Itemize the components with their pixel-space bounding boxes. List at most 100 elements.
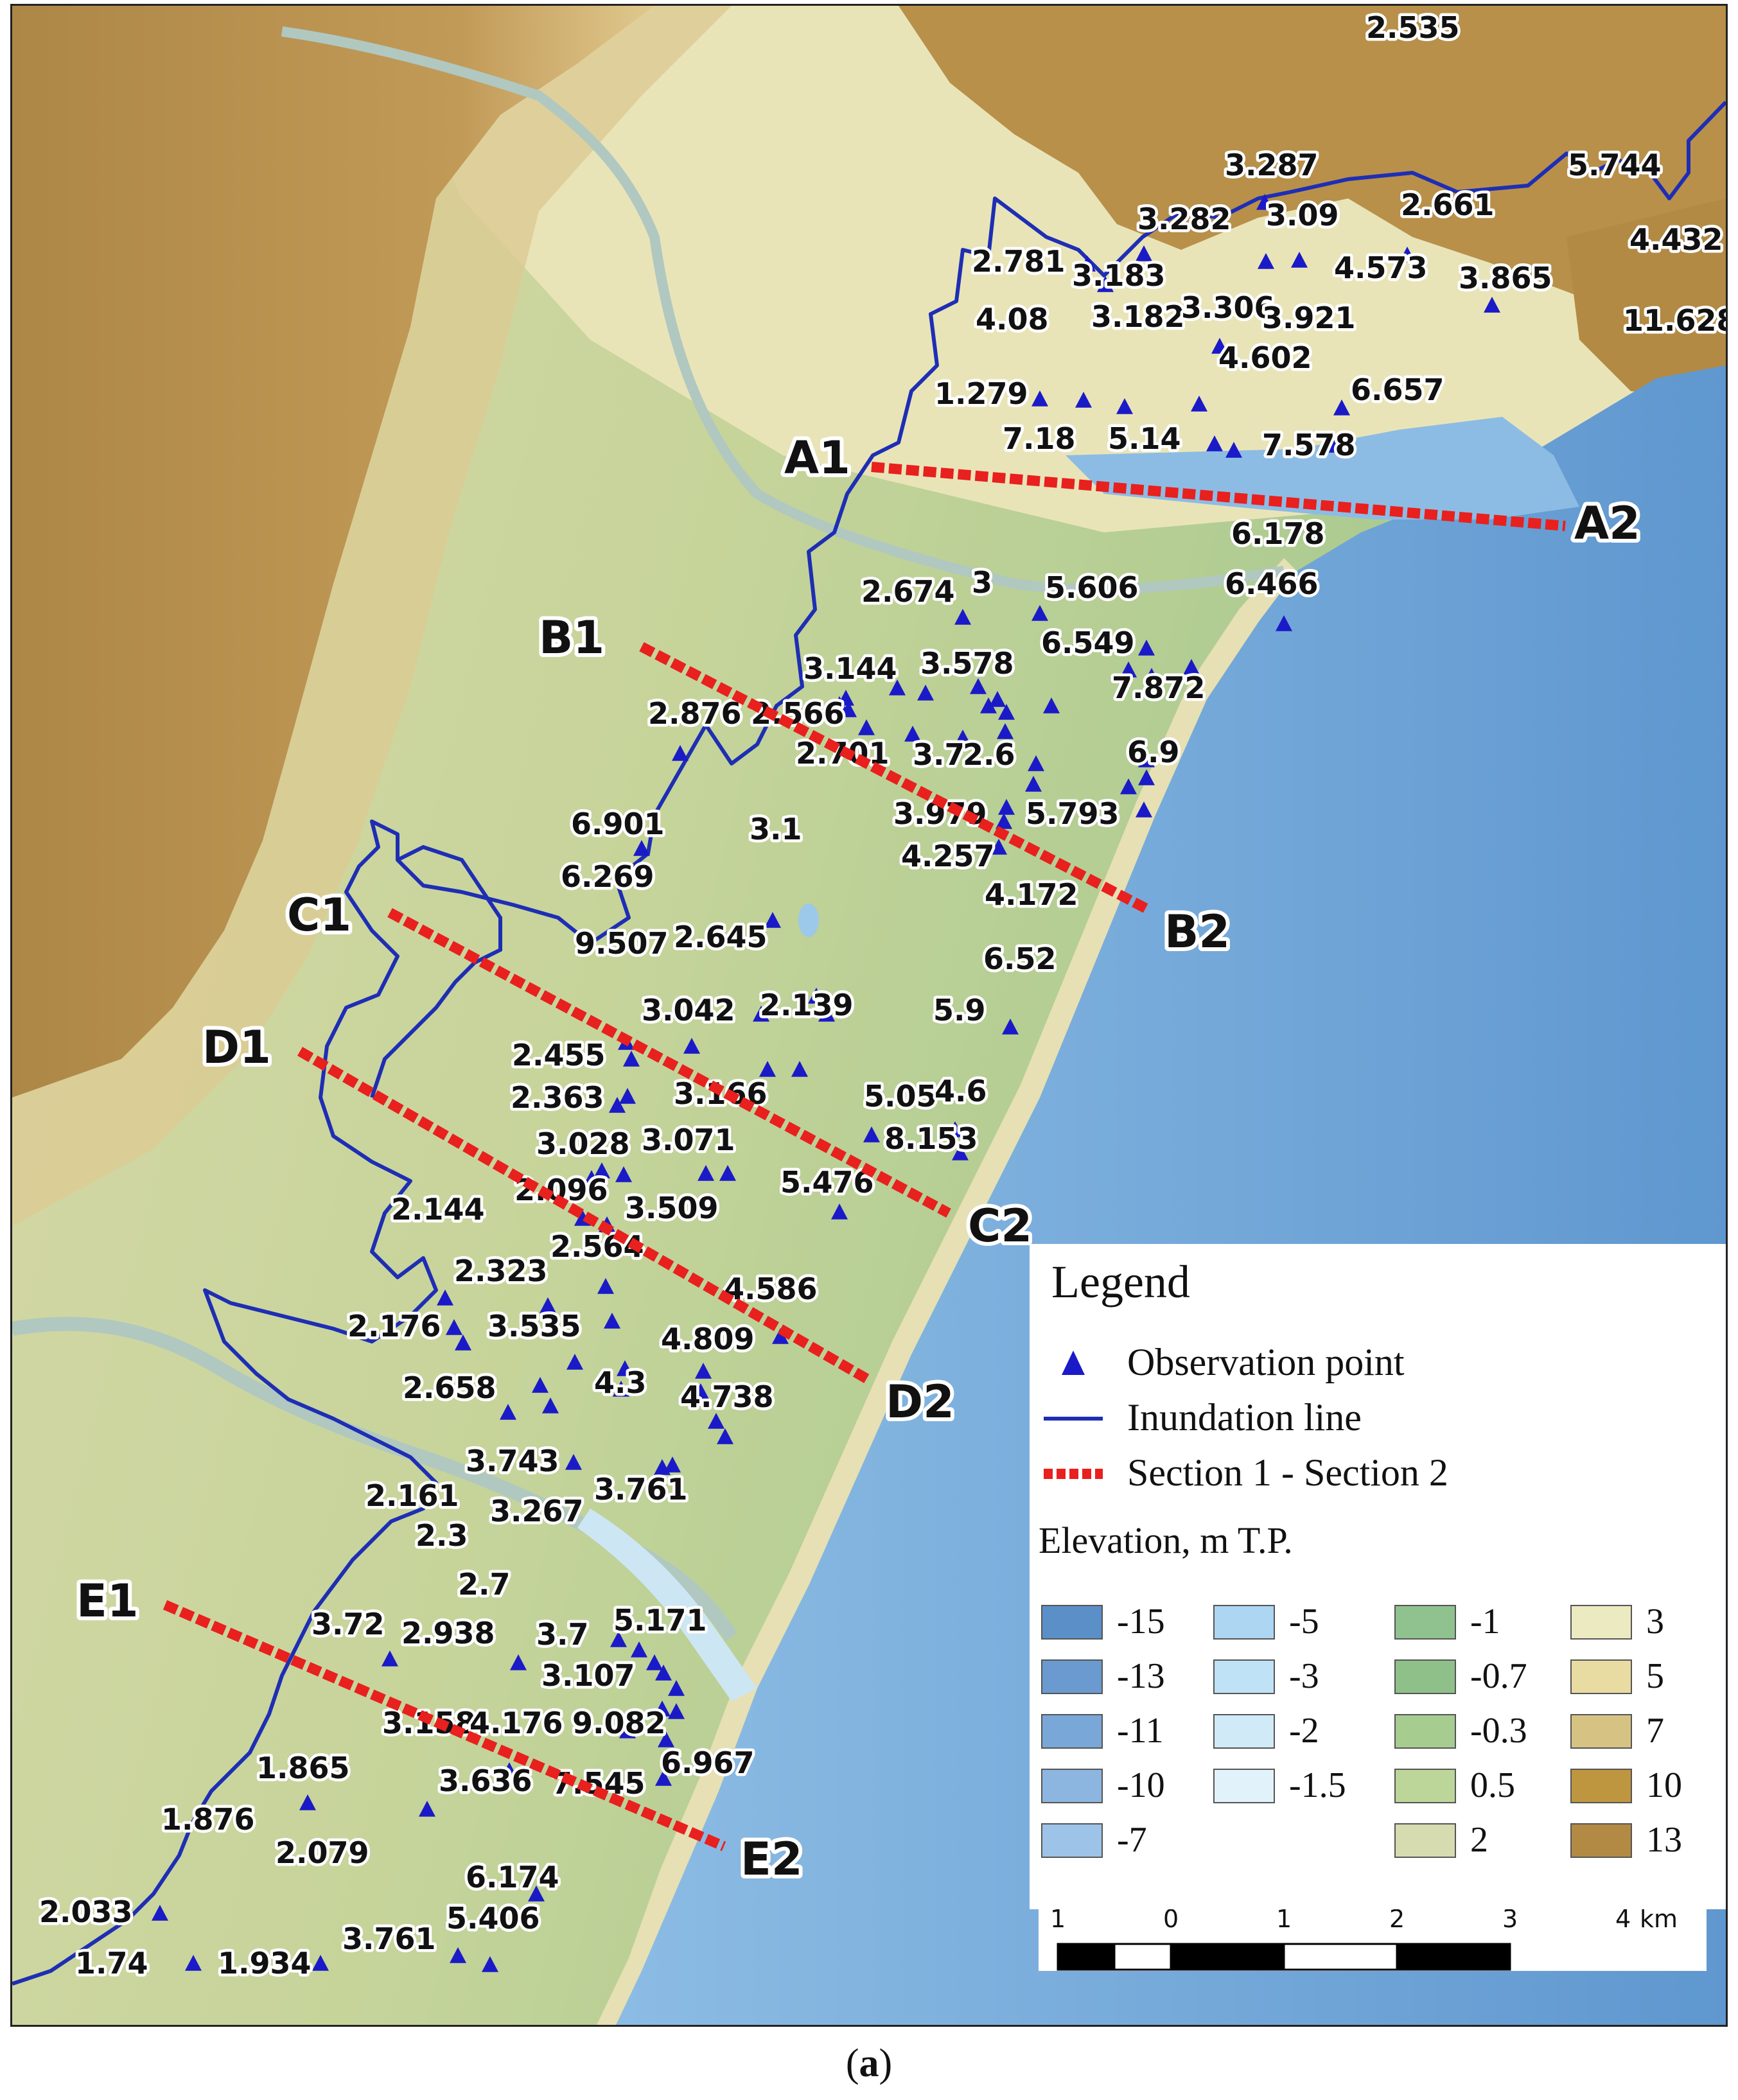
observation-point: [1291, 252, 1308, 268]
observation-point: [791, 1061, 808, 1077]
observation-value: 2.658: [403, 1370, 496, 1405]
observation-point: [610, 1631, 627, 1647]
observation-point: [980, 697, 997, 713]
observation-point: [664, 1457, 681, 1473]
observation-point: [1333, 399, 1350, 416]
legend-item-observation-point: Observation point: [1030, 1338, 1726, 1389]
section-end-label: C2: [968, 1200, 1032, 1252]
elevation-label: 0.5: [1470, 1765, 1515, 1805]
observation-value: 4.573: [1334, 250, 1428, 285]
observation-point: [858, 719, 875, 735]
observation-value: 8.153: [884, 1121, 978, 1156]
observation-point: [998, 704, 1015, 720]
observation-value: 9.082: [572, 1706, 666, 1740]
observation-point: [1079, 256, 1096, 272]
elevation-swatch: [1570, 1714, 1632, 1749]
elevation-label: -0.7: [1470, 1656, 1527, 1696]
observation-value: 7.872: [1112, 670, 1206, 705]
observation-value: 2.661: [1401, 188, 1495, 222]
elevation-label: -2: [1289, 1711, 1319, 1751]
observation-value: 3.7: [913, 737, 965, 772]
elevation-swatch: [1041, 1769, 1103, 1803]
elevation-label: -3: [1289, 1656, 1319, 1696]
elevation-swatch: [1394, 1823, 1456, 1858]
observation-point: [1031, 605, 1048, 621]
section-start-label: E1: [76, 1575, 139, 1627]
scale-tick-label: 0: [1163, 1905, 1179, 1933]
section-line: [871, 462, 1566, 531]
observation-value: 4.172: [985, 877, 1078, 912]
observation-point: [1324, 437, 1341, 453]
section-line: [162, 1600, 726, 1851]
observation-value: 3.865: [1459, 261, 1552, 295]
observation-value: 6.967: [661, 1746, 755, 1780]
scale-segment: [1283, 1943, 1398, 1971]
observation-point: [1191, 396, 1207, 412]
observation-point: [542, 1397, 559, 1413]
observation-value: 3.7: [536, 1617, 589, 1652]
northeast-hills-east: [1567, 198, 1726, 404]
observation-value: 7.578: [1262, 428, 1356, 462]
observation-value: 3.761: [594, 1472, 688, 1507]
observation-value: 2.535: [1366, 10, 1460, 45]
observation-value: 2.079: [276, 1835, 369, 1870]
elevation-swatch: [1041, 1659, 1103, 1694]
observation-value: 2.674: [861, 574, 955, 609]
elevation-label: -7: [1117, 1820, 1147, 1860]
scale-tick-label: 1: [1050, 1905, 1066, 1933]
scale-segment: [1057, 1943, 1116, 1971]
observation-point: [719, 1165, 736, 1181]
legend-item-section: Section 1 - Section 2: [1030, 1448, 1726, 1500]
observation-value: 11.628: [1623, 303, 1726, 338]
observation-value: 3.282: [1137, 202, 1231, 236]
observation-point: [419, 1801, 435, 1817]
observation-point: [998, 799, 1015, 815]
observation-value: 4.08: [976, 302, 1049, 337]
observation-value: 2.3: [416, 1518, 468, 1553]
observation-point: [501, 1762, 518, 1778]
observation-point: [1075, 392, 1092, 408]
observation-value: 2.6: [963, 737, 1015, 772]
section-start-label: D1: [202, 1021, 271, 1074]
observation-value: 4.257: [901, 839, 995, 873]
caption-letter: a: [859, 2042, 879, 2085]
elevation-label: 7: [1646, 1711, 1664, 1751]
observation-point: [1120, 778, 1137, 794]
observation-value: 3: [972, 565, 992, 600]
observation-value: 4.602: [1218, 340, 1312, 375]
observation-value: 3.306: [1181, 290, 1275, 325]
elevation-label: -10: [1117, 1765, 1165, 1805]
observation-point: [668, 1680, 685, 1696]
elevation-label: -1.5: [1289, 1765, 1346, 1805]
elevation-label: -11: [1117, 1711, 1164, 1751]
observation-point: [299, 1794, 316, 1810]
elevation-swatch: [1213, 1605, 1275, 1640]
observation-value: 5.606: [1045, 570, 1139, 605]
observation-point: [831, 696, 848, 712]
observation-point: [840, 701, 857, 717]
observation-value: 2.144: [391, 1192, 485, 1227]
legend-item-inundation-line: Inundation line: [1030, 1393, 1726, 1444]
observation-value: 2.938: [401, 1616, 495, 1650]
observation-value: 3.267: [490, 1494, 584, 1528]
observation-point: [917, 685, 934, 701]
observation-value: 2.139: [760, 988, 854, 1022]
section-start-label: A1: [784, 432, 850, 484]
observation-value: 3.636: [439, 1763, 532, 1798]
elevation-swatch: [1394, 1605, 1456, 1640]
observation-value: 6.174: [466, 1860, 559, 1894]
elevation-swatch: [1213, 1659, 1275, 1694]
observation-value: 5.476: [780, 1165, 874, 1200]
observation-point: [619, 1088, 636, 1104]
observation-value: 9.507: [575, 926, 669, 961]
observation-value: 6.178: [1231, 516, 1325, 551]
observation-value: 6.549: [1041, 626, 1135, 660]
observation-point: [1211, 338, 1228, 354]
elevation-swatch: [1394, 1769, 1456, 1803]
western-upland: [12, 6, 654, 1098]
observation-value: 2.323: [454, 1254, 548, 1288]
elevation-label: 3: [1646, 1602, 1664, 1641]
observation-point: [759, 1061, 776, 1077]
observation-value: 3.287: [1225, 148, 1319, 182]
observation-value: 4.3: [594, 1365, 647, 1400]
